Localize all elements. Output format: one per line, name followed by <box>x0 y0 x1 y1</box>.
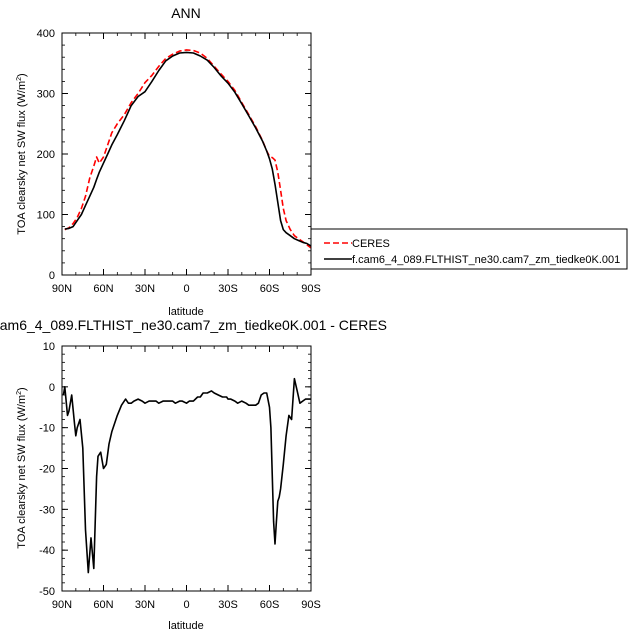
legend-label-model: f.cam6_4_089.FLTHIST_ne30.cam7_zm_tiedke… <box>352 254 620 266</box>
legend-box <box>310 228 628 270</box>
y-tick-label: -50 <box>39 586 55 598</box>
y-tick-label: -40 <box>39 545 55 557</box>
x-tick-label: 60S <box>260 283 280 295</box>
top-chart-title: ANN <box>171 5 201 21</box>
top-y-axis-label-close: ) <box>16 73 28 77</box>
bottom-x-axis-label: latitude <box>168 620 203 632</box>
x-tick-label: 30N <box>135 599 155 611</box>
top-x-axis: 90N 60N 30N 0 30S 60S 90S <box>52 33 321 295</box>
x-tick-label: 60N <box>93 599 113 611</box>
x-tick-label: 30S <box>218 283 238 295</box>
bottom-chart-panel: f.cam6_4_089.FLTHIST_ne30.cam7_zm_tiedke… <box>0 317 387 632</box>
y-tick-label: 0 <box>49 382 55 394</box>
legend: CERES f.cam6_4_089.FLTHIST_ne30.cam7_zm_… <box>310 228 628 270</box>
legend-label-ceres: CERES <box>352 238 390 250</box>
y-tick-label: 300 <box>37 89 55 101</box>
top-chart-panel: ANN 0 100 200 300 400 90N 60N 30N 0 30S 60S 90S la… <box>16 5 321 318</box>
x-tick-label: 30N <box>135 283 155 295</box>
x-tick-label: 0 <box>183 599 189 611</box>
top-y-axis-label: TOA clearsky net SW flux (W/m2) <box>16 73 28 234</box>
ceres-line <box>64 49 312 249</box>
y-tick-label: -30 <box>39 504 55 516</box>
x-tick-label: 60N <box>93 283 113 295</box>
bottom-y-axis-label: TOA clearsky net SW flux (W/m2) <box>16 387 28 548</box>
bottom-chart-title: f.cam6_4_089.FLTHIST_ne30.cam7_zm_tiedke… <box>0 317 387 333</box>
y-tick-label: 0 <box>49 270 55 282</box>
bottom-y-axis-label-close: ) <box>16 387 28 391</box>
x-tick-label: 60S <box>260 599 280 611</box>
top-y-axis-label-main: TOA clearsky net SW flux (W/m <box>16 81 28 235</box>
top-x-axis-label: latitude <box>168 306 203 318</box>
x-tick-label: 90N <box>52 599 72 611</box>
y-tick-label: -20 <box>39 464 55 476</box>
x-tick-label: 90N <box>52 283 72 295</box>
bottom-y-axis: -50 -40 -30 -20 -10 0 10 <box>39 341 311 598</box>
x-tick-label: 0 <box>183 283 189 295</box>
bottom-plot-frame <box>61 345 312 592</box>
x-tick-label: 30S <box>218 599 238 611</box>
x-tick-label: 90S <box>301 599 321 611</box>
bottom-series-lines <box>62 377 311 574</box>
bottom-y-axis-label-main: TOA clearsky net SW flux (W/m <box>16 395 28 549</box>
top-y-axis: 0 100 200 300 400 <box>37 28 311 282</box>
y-tick-label: 100 <box>37 210 55 222</box>
top-plot-frame <box>61 32 312 276</box>
top-series-lines <box>64 49 312 249</box>
y-tick-label: 400 <box>37 28 55 40</box>
x-tick-label: 90S <box>301 283 321 295</box>
model-line <box>64 51 312 247</box>
y-tick-label: 10 <box>43 341 55 353</box>
top-y-axis-label-sup: 2 <box>16 77 23 81</box>
y-tick-label: -10 <box>39 423 55 435</box>
difference-line <box>62 377 311 574</box>
bottom-y-axis-label-sup: 2 <box>16 391 23 395</box>
y-tick-label: 200 <box>37 149 55 161</box>
bottom-x-axis: 90N 60N 30N 0 30S 60S 90S <box>52 346 321 611</box>
